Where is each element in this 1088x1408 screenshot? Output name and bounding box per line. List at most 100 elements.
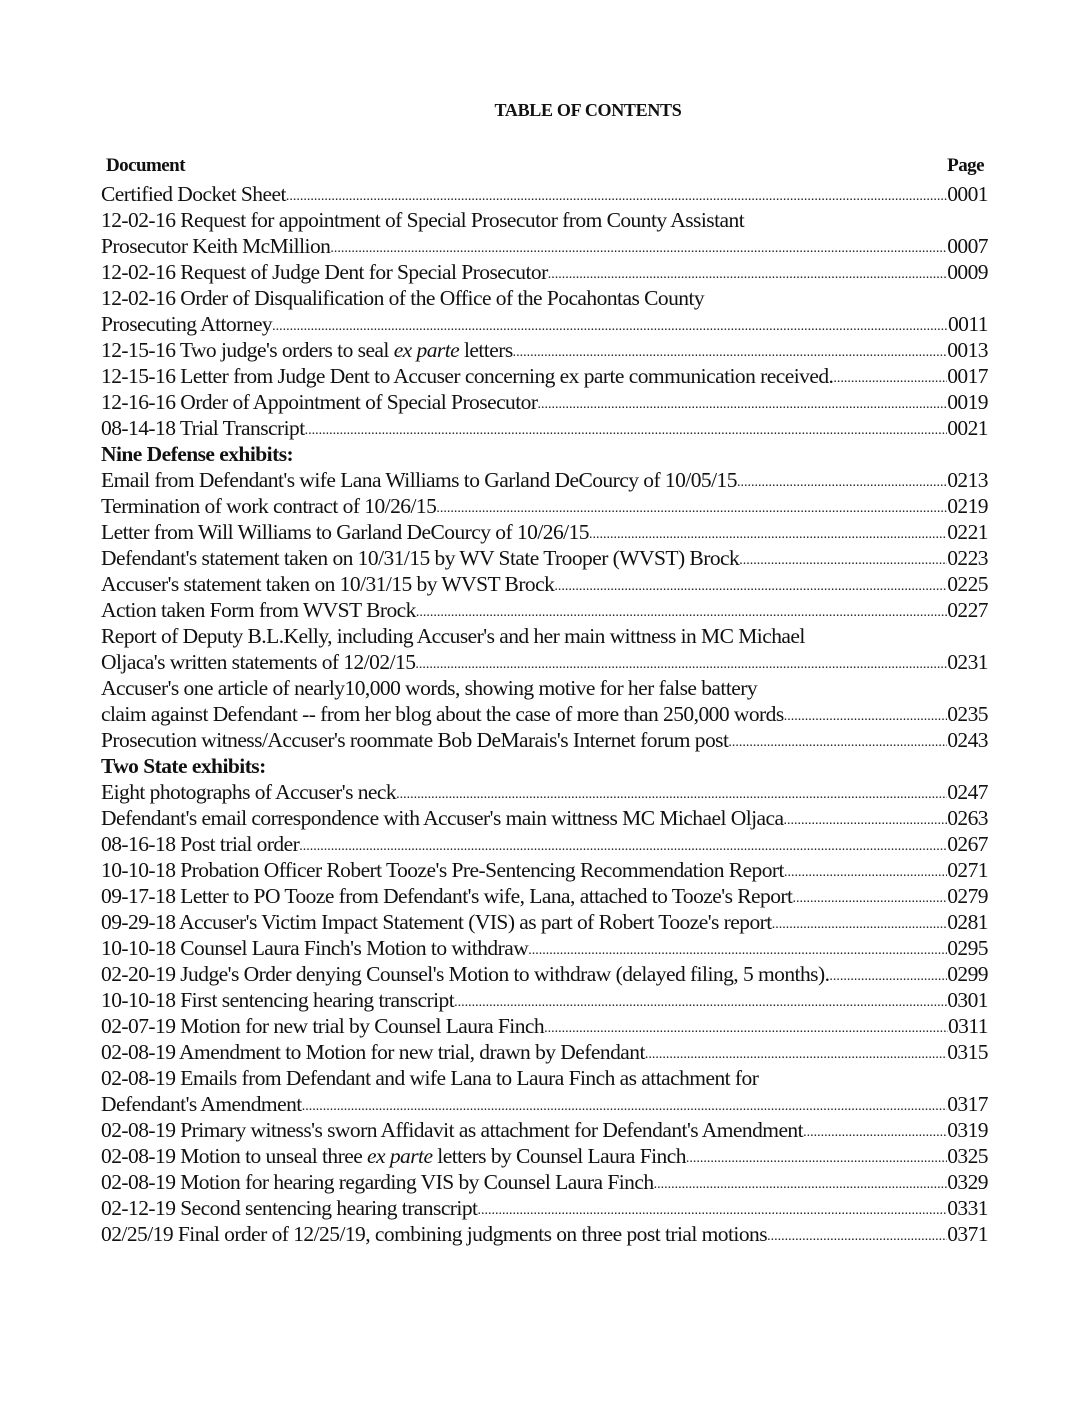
page-number: 0371 [947, 1222, 988, 1246]
toc-entry[interactable]: Defendant's statement taken on 10/31/15 … [101, 545, 988, 571]
entry-text: 12-15-16 Two judge's orders to seal ex p… [101, 337, 513, 363]
entry-text: Report of Deputy B.L.Kelly, including Ac… [101, 624, 805, 648]
entry-text-italic: ex parte [367, 1144, 433, 1168]
toc-entry[interactable]: 08-14-18 Trial Transcript 0021 [101, 415, 988, 441]
entry-text: 12-16-16 Order of Appointment of Special… [101, 390, 538, 414]
toc-entry[interactable]: Eight photographs of Accuser's neck 0247 [101, 779, 988, 805]
entry-text: Certified Docket Sheet [101, 182, 286, 206]
leader-dots [415, 655, 947, 675]
entry-line: Prosecutor Keith McMillion 0007 [101, 233, 988, 259]
leader-dots [767, 1227, 947, 1247]
toc-entry[interactable]: Prosecution witness/Accuser's roommate B… [101, 727, 988, 753]
entry-text: 02-07-19 Motion for new trial by Counsel… [101, 1014, 545, 1038]
leader-dots [784, 707, 947, 727]
entry-line: 02-08-19 Primary witness's sworn Affidav… [101, 1117, 988, 1143]
leader-dots [299, 837, 947, 857]
page-number: 0331 [947, 1196, 988, 1220]
page-number: 0247 [947, 780, 988, 804]
leader-dots [396, 785, 947, 805]
entry-text: 02-08-19 Primary witness's sworn Affidav… [101, 1118, 804, 1142]
toc-entry[interactable]: Certified Docket Sheet 0001 [101, 181, 988, 207]
toc-entry[interactable]: 02-07-19 Motion for new trial by Counsel… [101, 1013, 988, 1039]
toc-entry[interactable]: 08-16-18 Post trial order 0267 [101, 831, 988, 857]
page-number: 0235 [947, 702, 988, 726]
entry-line: 12-02-16 Request of Judge Dent for Speci… [101, 259, 988, 285]
entry-line: 12-16-16 Order of Appointment of Special… [101, 389, 988, 415]
leader-dots [416, 603, 947, 623]
page-number: 0225 [947, 572, 988, 596]
page-number: 0219 [947, 494, 988, 518]
toc-entry[interactable]: 02-08-19 Motion for hearing regarding VI… [101, 1169, 988, 1195]
page-column-header: Page [947, 155, 984, 176]
document-column-header: Document [106, 155, 186, 176]
leader-dots [792, 889, 947, 909]
page-title: TABLE OF CONTENTS [494, 100, 682, 120]
entry-line: Report of Deputy B.L.Kelly, including Ac… [101, 623, 988, 649]
toc-entry[interactable]: 12-02-16 Order of Disqualification of th… [101, 285, 988, 337]
toc-entry[interactable]: 02/25/19 Final order of 12/25/19, combin… [101, 1221, 988, 1247]
toc-entry[interactable]: 02-08-19 Emails from Defendant and wife … [101, 1065, 988, 1117]
entry-text: Letter from Will Williams to Garland DeC… [101, 520, 590, 544]
toc-entry[interactable]: 09-17-18 Letter to PO Tooze from Defenda… [101, 883, 988, 909]
entry-text: 12-15-16 Letter from Judge Dent to Accus… [101, 364, 834, 388]
page-number: 0329 [947, 1170, 988, 1194]
toc-entry[interactable]: 10-10-18 Counsel Laura Finch's Motion to… [101, 935, 988, 961]
entry-text: 09-17-18 Letter to PO Tooze from Defenda… [101, 884, 793, 908]
toc-entry[interactable]: 12-02-16 Request for appointment of Spec… [101, 207, 988, 259]
toc-entry[interactable]: Action taken Form from WVST Brock 0227 [101, 597, 988, 623]
toc-entry[interactable]: 02-08-19 Motion to unseal three ex parte… [101, 1143, 988, 1169]
toc-entry[interactable]: Email from Defendant's wife Lana William… [101, 467, 988, 493]
toc-entry[interactable]: Letter from Will Williams to Garland DeC… [101, 519, 988, 545]
page-number: 0315 [947, 1040, 988, 1064]
leader-dots [784, 811, 948, 831]
toc-entry[interactable]: 02-12-19 Second sentencing hearing trans… [101, 1195, 988, 1221]
toc-entry[interactable]: 10-10-18 First sentencing hearing transc… [101, 987, 988, 1013]
entry-line: 09-17-18 Letter to PO Tooze from Defenda… [101, 883, 988, 909]
page-number: 0325 [947, 1144, 988, 1168]
page-number: 0263 [947, 806, 988, 830]
leader-dots [544, 1019, 948, 1039]
toc-entry[interactable]: 12-02-16 Request of Judge Dent for Speci… [101, 259, 988, 285]
leader-dots [548, 265, 947, 285]
toc-entry[interactable]: Accuser's statement taken on 10/31/15 by… [101, 571, 988, 597]
toc-entry[interactable]: 12-15-16 Letter from Judge Dent to Accus… [101, 363, 988, 389]
table-of-contents: Document Page Certified Docket Sheet 0001… [101, 153, 988, 1247]
entry-line: Eight photographs of Accuser's neck 0247 [101, 779, 988, 805]
leader-dots [305, 421, 948, 441]
toc-entry[interactable]: Accuser's one article of nearly10,000 wo… [101, 675, 988, 727]
toc-entry[interactable]: Termination of work contract of 10/26/15… [101, 493, 988, 519]
toc-entry[interactable]: Defendant's email correspondence with Ac… [101, 805, 988, 831]
page-number: 0019 [947, 390, 988, 414]
entry-text: 12-02-16 Order of Disqualification of th… [101, 286, 705, 310]
leader-dots [589, 525, 947, 545]
leader-dots [654, 1175, 948, 1195]
leader-dots [803, 1123, 947, 1143]
toc-entry[interactable]: 12-16-16 Order of Appointment of Special… [101, 389, 988, 415]
toc-entry[interactable]: 02-20-19 Judge's Order denying Counsel's… [101, 961, 988, 987]
leader-dots [513, 343, 948, 363]
toc-entry[interactable]: 10-10-18 Probation Officer Robert Tooze'… [101, 857, 988, 883]
leader-dots [528, 941, 947, 961]
toc-entry[interactable]: 02-08-19 Primary witness's sworn Affidav… [101, 1117, 988, 1143]
page-number: 0001 [947, 182, 988, 206]
leader-dots [829, 967, 947, 987]
entry-line: Prosecuting Attorney 0011 [101, 311, 988, 337]
entry-line: 10-10-18 First sentencing hearing transc… [101, 987, 988, 1013]
page-number: 0267 [947, 832, 988, 856]
entry-text: Prosecution witness/Accuser's roommate B… [101, 728, 729, 752]
entry-line: 02-08-19 Motion to unseal three ex parte… [101, 1143, 988, 1169]
leader-dots [286, 187, 947, 207]
entry-line: Prosecution witness/Accuser's roommate B… [101, 727, 988, 753]
leader-dots [728, 733, 947, 753]
toc-entry[interactable]: 12-15-16 Two judge's orders to seal ex p… [101, 337, 988, 363]
entry-line: 12-02-16 Order of Disqualification of th… [101, 285, 988, 311]
toc-entry[interactable]: 09-29-18 Accuser's Victim Impact Stateme… [101, 909, 988, 935]
entry-line: 02-08-19 Motion for hearing regarding VI… [101, 1169, 988, 1195]
toc-entry[interactable]: 02-08-19 Amendment to Motion for new tri… [101, 1039, 988, 1065]
entry-text: 12-02-16 Request of Judge Dent for Speci… [101, 260, 548, 284]
toc-entry[interactable]: Report of Deputy B.L.Kelly, including Ac… [101, 623, 988, 675]
entry-text-part: 02-08-19 Motion to unseal three [101, 1144, 368, 1168]
leader-dots [645, 1045, 947, 1065]
entry-text: Prosecutor Keith McMillion [101, 234, 331, 258]
page-number: 0013 [947, 338, 988, 362]
